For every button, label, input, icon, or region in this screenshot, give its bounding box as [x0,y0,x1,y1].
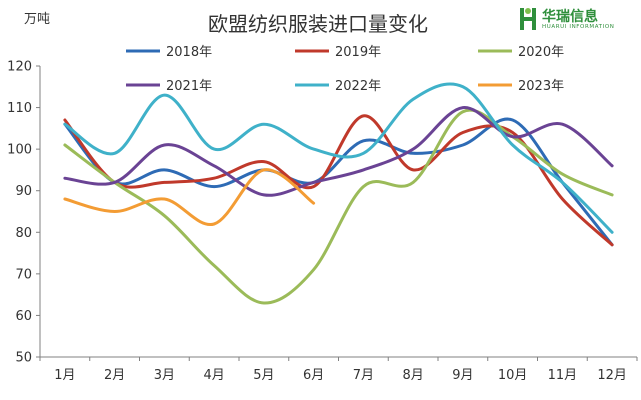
legend-label: 2018年 [166,45,212,60]
y-tick-label: 50 [15,351,32,366]
logo-mark-icon [520,8,536,30]
x-tick-label: 12月 [597,368,627,383]
x-tick-label: 10月 [498,368,528,383]
y-tick-label: 70 [15,267,32,282]
legend-label: 2021年 [166,79,212,94]
series-line-6 [63,168,316,226]
x-tick-label: 3月 [154,368,175,383]
y-tick-label: 120 [7,60,32,75]
series-line-2 [63,114,614,247]
company-logo: 华瑞信息 HUARUI INFORMATION [518,5,636,35]
chart-title: 欧盟纺织服装进口量变化 [208,12,428,36]
x-tick-label: 8月 [402,368,423,383]
y-tick-label: 80 [15,226,32,241]
series-lines [63,82,614,305]
series-line-5 [63,82,614,234]
x-tick-label: 5月 [253,368,274,383]
legend-label: 2022年 [335,79,381,94]
logo-name: 华瑞信息 [542,9,598,25]
x-tick-label: 11月 [548,368,578,383]
y-tick-label: 110 [7,101,32,116]
legend-label: 2023年 [518,79,564,94]
legend: 2018年 2019年 2020年 2021年 2022年 2023年 [126,45,564,94]
legend-label: 2020年 [518,45,564,60]
series-line-1 [63,117,614,247]
series-line-3 [63,108,614,305]
y-tick-label: 100 [7,143,32,158]
axes: 50 60 70 80 90 100 110 120 1月 2月 3月 4月 5月 6月 7月 8月 9月 10月… [7,60,638,383]
series-line-4 [63,106,614,197]
x-tick-label: 6月 [303,368,324,383]
logo-subtitle: HUARUI INFORMATION [542,24,615,30]
y-tick-label: 90 [15,184,32,199]
y-axis-unit-label: 万吨 [24,12,50,27]
x-tick-label: 9月 [452,368,473,383]
x-tick-label: 7月 [353,368,374,383]
x-tick-label: 2月 [104,368,125,383]
x-tick-label: 1月 [54,368,75,383]
legend-label: 2019年 [335,45,381,60]
x-tick-label: 4月 [203,368,224,383]
y-tick-label: 60 [15,309,32,324]
